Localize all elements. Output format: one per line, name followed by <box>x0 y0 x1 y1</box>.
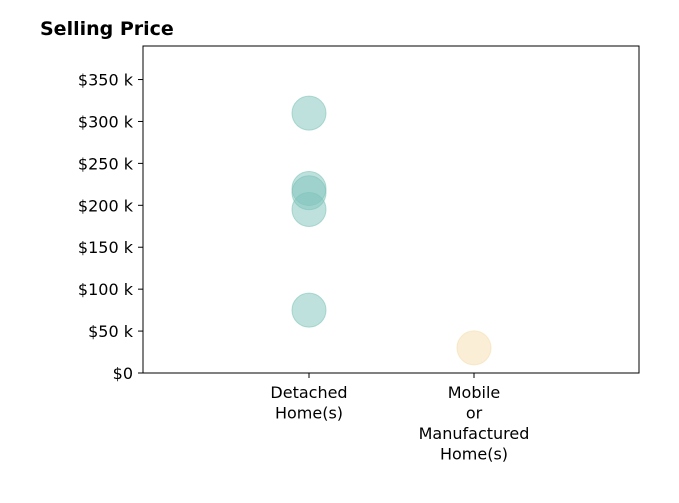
x-tick-label: Detached <box>270 383 347 402</box>
y-tick-label: $100 k <box>78 280 134 299</box>
x-tick-label: Home(s) <box>275 404 343 423</box>
data-point <box>291 192 327 227</box>
plot-area-frame <box>142 45 640 374</box>
y-axis: $0 $50 k $100 k $150 k $200 k $250 k $300 k $35… <box>78 71 143 383</box>
data-point <box>291 292 327 328</box>
y-tick-label: $300 k <box>78 112 134 131</box>
y-tick-label: $200 k <box>78 196 134 215</box>
y-tick-label: $250 k <box>78 154 134 173</box>
y-tick-label: $0 <box>113 364 133 383</box>
y-tick-label: $50 k <box>88 322 134 341</box>
data-point <box>456 330 492 366</box>
x-tick-label: Mobile <box>448 383 500 402</box>
y-tick-label: $150 k <box>78 238 134 257</box>
x-tick-label: Home(s) <box>440 445 508 464</box>
chart-title: Selling Price <box>40 18 174 40</box>
x-tick-label: Manufactured <box>419 424 530 443</box>
data-point <box>291 95 327 131</box>
x-tick-label: or <box>466 404 483 423</box>
y-tick-label: $350 k <box>78 71 134 90</box>
data-points <box>291 95 492 366</box>
